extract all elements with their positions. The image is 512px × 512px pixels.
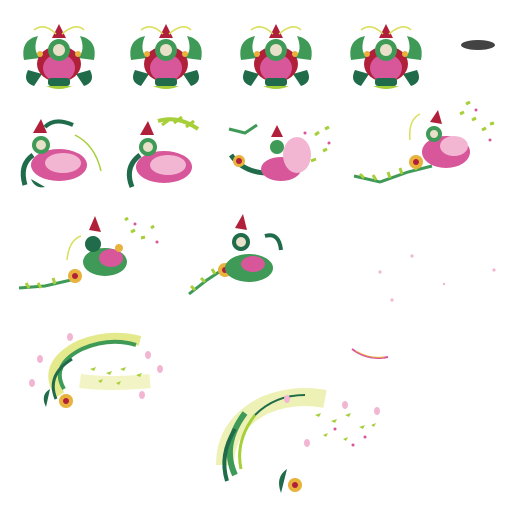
attack-frame-2 bbox=[118, 115, 208, 195]
attack-frame-1 bbox=[15, 115, 105, 195]
attack-frame-5 bbox=[15, 210, 165, 300]
idle-frame-2 bbox=[125, 20, 207, 92]
idle-sprite-icon bbox=[130, 24, 202, 89]
spark-icon bbox=[351, 348, 389, 359]
vine-swirl-icon bbox=[216, 388, 380, 493]
idle-sprite-icon bbox=[350, 24, 422, 89]
petal-scatter bbox=[370, 250, 500, 305]
dash-sprite-icon bbox=[353, 100, 495, 184]
idle-sprite-icon bbox=[23, 24, 95, 89]
slash-spark bbox=[350, 345, 390, 363]
petal-particle-icon bbox=[378, 254, 496, 302]
lunge-sprite-icon bbox=[20, 119, 102, 188]
attack-frame-4 bbox=[350, 100, 500, 195]
idle-frame-1 bbox=[18, 20, 100, 92]
dash-sprite-icon bbox=[188, 214, 283, 296]
idle-frame-4 bbox=[345, 20, 427, 92]
dash-sprite-icon bbox=[228, 123, 331, 181]
shadow-icon bbox=[461, 40, 495, 50]
idle-frame-3 bbox=[235, 20, 317, 92]
attack-frame-6 bbox=[185, 210, 285, 300]
attack-frame-3 bbox=[225, 115, 335, 195]
dash-sprite-icon bbox=[18, 216, 159, 290]
idle-sprite-icon bbox=[240, 24, 312, 89]
lunge-sprite-icon bbox=[126, 115, 200, 188]
vine-swirl-effect-1 bbox=[20, 325, 170, 415]
vine-swirl-icon bbox=[29, 332, 163, 408]
ground-shadow bbox=[460, 38, 496, 52]
vine-swirl-effect-2 bbox=[195, 385, 395, 505]
